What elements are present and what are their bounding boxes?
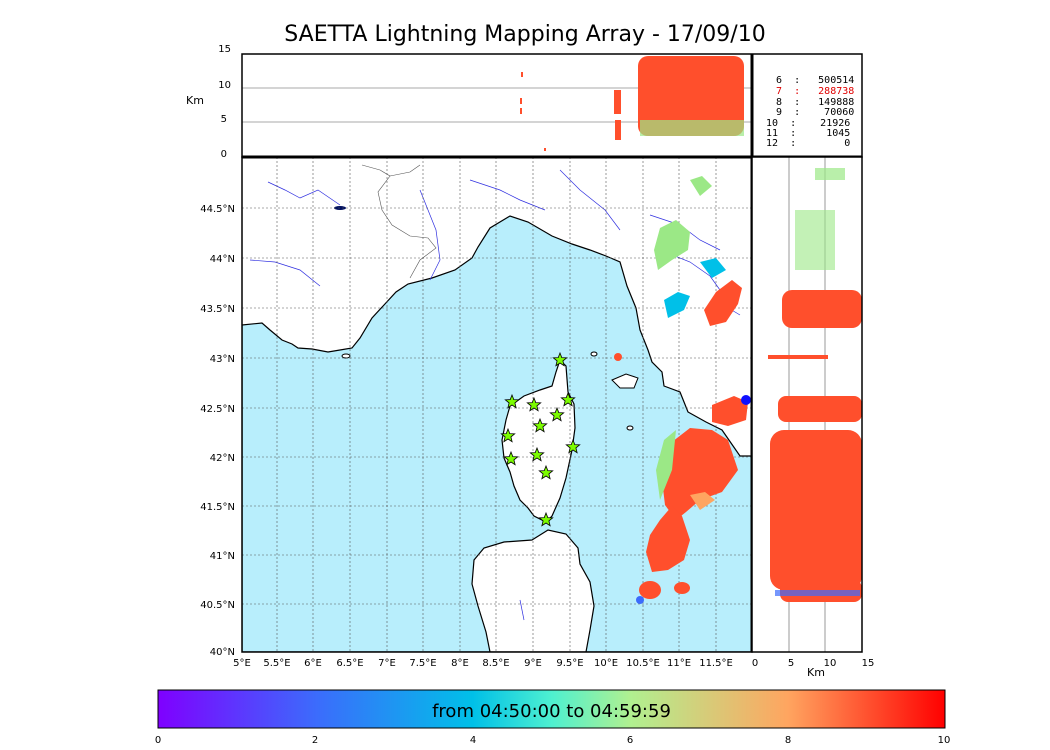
stat-row-6: 6 : 500514 xyxy=(770,75,854,86)
lon-tick: 5°E xyxy=(233,658,251,669)
lon-tick: 10.5°E xyxy=(626,658,660,669)
station-star xyxy=(526,396,542,412)
stat-row-11: 11 : 1045 xyxy=(766,128,850,139)
alt-tick: 10 xyxy=(218,80,231,91)
side-xlabel: Km xyxy=(807,666,825,679)
alt-tick: 15 xyxy=(218,44,231,55)
lat-tick: 44.5°N xyxy=(200,204,235,215)
colorbar-tick: 0 xyxy=(155,735,161,746)
stat-row-12: 12 : 0 xyxy=(766,138,850,149)
stat-row-7: 7 : 288738 xyxy=(770,86,854,97)
lon-tick: 8°E xyxy=(451,658,469,669)
lon-tick: 11.5°E xyxy=(699,658,733,669)
station-star xyxy=(549,406,565,422)
page-title: SAETTA Lightning Mapping Array - 17/09/1… xyxy=(284,22,766,47)
colorbar-label: from 04:50:00 to 04:59:59 xyxy=(432,701,671,722)
lat-tick: 42.5°N xyxy=(200,404,235,415)
borders xyxy=(361,164,437,279)
lon-tick: 6.5°E xyxy=(336,658,363,669)
stat-row-9: 9 : 70060 xyxy=(770,107,854,118)
colorbar xyxy=(157,689,946,729)
lon-tick: 7°E xyxy=(378,658,396,669)
side-panel xyxy=(752,157,862,652)
station-star xyxy=(503,450,519,466)
station-star xyxy=(552,351,568,367)
lat-tick: 41°N xyxy=(210,551,235,562)
side-tick: 15 xyxy=(862,658,875,669)
stat-row-8: 8 : 149888 xyxy=(770,97,854,108)
elba-island xyxy=(611,373,639,389)
side-tick: 5 xyxy=(788,658,794,669)
station-star xyxy=(529,446,545,462)
station-star xyxy=(565,438,581,454)
lon-tick: 11°E xyxy=(667,658,691,669)
lma-stations xyxy=(500,351,581,527)
colorbar-tick: 10 xyxy=(938,735,951,746)
lat-tick: 40°N xyxy=(210,647,235,658)
colorbar-tick: 8 xyxy=(785,735,791,746)
sea-area xyxy=(242,215,752,652)
stat-row-10: 10 : 21926 xyxy=(766,118,850,129)
lon-tick: 7.5°E xyxy=(409,658,436,669)
station-star xyxy=(560,391,576,407)
station-star xyxy=(500,427,516,443)
lightning-sources-plan xyxy=(614,176,748,604)
colorbar-tick: 6 xyxy=(627,735,633,746)
corsica-island xyxy=(501,358,576,523)
lon-tick: 8.5°E xyxy=(482,658,509,669)
lon-tick: 9°E xyxy=(524,658,542,669)
count-stats: 6 : 500514 7 : 288738 8 : 149888 9 : 700… xyxy=(766,75,854,149)
lon-tick: 9.5°E xyxy=(556,658,583,669)
rivers xyxy=(249,169,741,621)
station-star xyxy=(538,511,554,527)
lat-tick: 41.5°N xyxy=(200,502,235,513)
alt-tick: 5 xyxy=(221,114,227,125)
lat-tick: 43.5°N xyxy=(200,304,235,315)
altitude-panel xyxy=(242,54,752,157)
side-tick: 10 xyxy=(824,658,837,669)
alt-tick: 0 xyxy=(221,149,227,160)
station-star xyxy=(538,464,554,480)
alt-ylabel: Km xyxy=(186,94,204,107)
station-star xyxy=(504,393,520,409)
lat-tick: 42°N xyxy=(210,453,235,464)
lon-tick: 5.5°E xyxy=(263,658,290,669)
lat-tick: 44°N xyxy=(210,254,235,265)
lma-center-marker xyxy=(741,395,751,405)
colorbar-tick: 2 xyxy=(312,735,318,746)
station-star xyxy=(532,417,548,433)
lat-tick: 43°N xyxy=(210,354,235,365)
side-tick: 0 xyxy=(752,658,758,669)
colorbar-tick: 4 xyxy=(470,735,476,746)
lon-tick: 10°E xyxy=(594,658,618,669)
lat-tick: 40.5°N xyxy=(200,600,235,611)
lon-tick: 6°E xyxy=(304,658,322,669)
map-panel xyxy=(242,157,752,652)
